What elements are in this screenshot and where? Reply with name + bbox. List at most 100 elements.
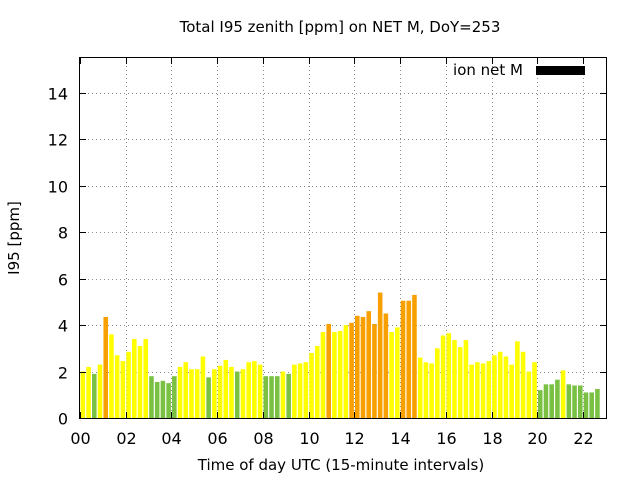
y-axis-label: I95 [ppm]: [5, 201, 23, 275]
bar: [595, 388, 600, 418]
bar: [486, 361, 492, 418]
bar: [343, 325, 349, 418]
bar: [389, 332, 394, 418]
bar: [292, 364, 297, 418]
bar: [332, 332, 337, 418]
bar: [189, 369, 194, 418]
chart-title: Total I95 zenith [ppm] on NET M, DoY=253: [179, 18, 501, 36]
bar: [566, 384, 572, 418]
bar: [326, 323, 331, 418]
bar: [532, 362, 537, 418]
bar: [406, 300, 412, 418]
bar: [423, 362, 429, 418]
bar: [349, 322, 354, 418]
bars: [80, 292, 600, 418]
bar: [366, 311, 372, 418]
bar: [97, 364, 103, 418]
bar: [263, 376, 269, 418]
x-tick-label: 20: [527, 429, 547, 448]
bar: [303, 362, 309, 418]
x-tick-label: 08: [253, 429, 273, 448]
bar: [480, 363, 486, 418]
y-axis-tick-labels: 0 2 4 6 8 10 12 14: [48, 85, 68, 429]
bar: [463, 340, 469, 418]
bar: [109, 334, 114, 418]
bar: [86, 366, 91, 418]
bar: [286, 373, 291, 418]
plot-frame: [79, 57, 607, 419]
bar: [223, 359, 229, 418]
x-tick-label: 02: [116, 429, 136, 448]
bar: [555, 379, 560, 418]
legend: ion net M: [453, 61, 585, 79]
bar: [577, 385, 583, 418]
bar: [217, 365, 223, 418]
x-tick-label: 14: [390, 429, 410, 448]
bar: [383, 313, 389, 418]
x-tick-label: 04: [161, 429, 181, 448]
bar: [469, 364, 474, 418]
y-tick-label: 8: [58, 224, 68, 243]
bar: [372, 323, 377, 418]
y-tick-label: 10: [48, 178, 68, 197]
bar: [583, 392, 589, 418]
bar: [526, 371, 532, 418]
bar: [297, 363, 303, 418]
bar: [417, 357, 423, 418]
x-tick-label: 00: [70, 429, 90, 448]
y-tick-label: 12: [48, 131, 68, 150]
bar: [452, 340, 457, 418]
bar: [194, 369, 200, 418]
legend-swatch: [536, 66, 585, 75]
y-tick-label: 2: [58, 364, 68, 383]
bar: [440, 335, 446, 418]
bar: [80, 371, 86, 418]
bar: [166, 383, 171, 418]
legend-label: ion net M: [453, 61, 523, 79]
axis-ticks: [80, 58, 606, 419]
bar: [149, 376, 154, 418]
bar: [337, 330, 343, 418]
bar: [143, 339, 149, 418]
bar: [446, 333, 452, 418]
y-tick-label: 14: [48, 85, 68, 104]
bar: [355, 315, 360, 418]
y-tick-label: 4: [58, 317, 68, 336]
bar: [395, 327, 400, 418]
bar: [400, 300, 406, 418]
bar: [280, 371, 286, 418]
bar: [274, 376, 280, 418]
bar: [360, 316, 366, 418]
bar: [206, 377, 211, 418]
bar: [229, 366, 234, 418]
bar: [309, 352, 314, 418]
bar: [412, 294, 417, 418]
bar: [549, 384, 554, 418]
bar: [154, 382, 160, 418]
bar: [212, 369, 217, 418]
bar: [200, 356, 206, 418]
bar: [183, 362, 189, 418]
bar: [120, 361, 126, 418]
x-tick-label: 16: [436, 429, 456, 448]
x-tick-label: 22: [573, 429, 593, 448]
bar: [92, 373, 97, 418]
bar: [252, 361, 257, 418]
bar: [435, 348, 440, 418]
bar: [257, 364, 263, 418]
x-axis-label: Time of day UTC (15-minute intervals): [197, 456, 484, 474]
bar: [572, 385, 577, 418]
x-tick-label: 12: [344, 429, 364, 448]
bar: [457, 347, 463, 418]
bar: [497, 351, 503, 418]
bar: [589, 392, 594, 418]
bar: [114, 355, 120, 418]
bar: [515, 341, 520, 418]
x-tick-label: 06: [207, 429, 227, 448]
grid: [80, 58, 606, 418]
bar: [172, 376, 177, 418]
bar: [246, 362, 251, 418]
bar: [429, 363, 434, 418]
bar: [509, 364, 514, 418]
